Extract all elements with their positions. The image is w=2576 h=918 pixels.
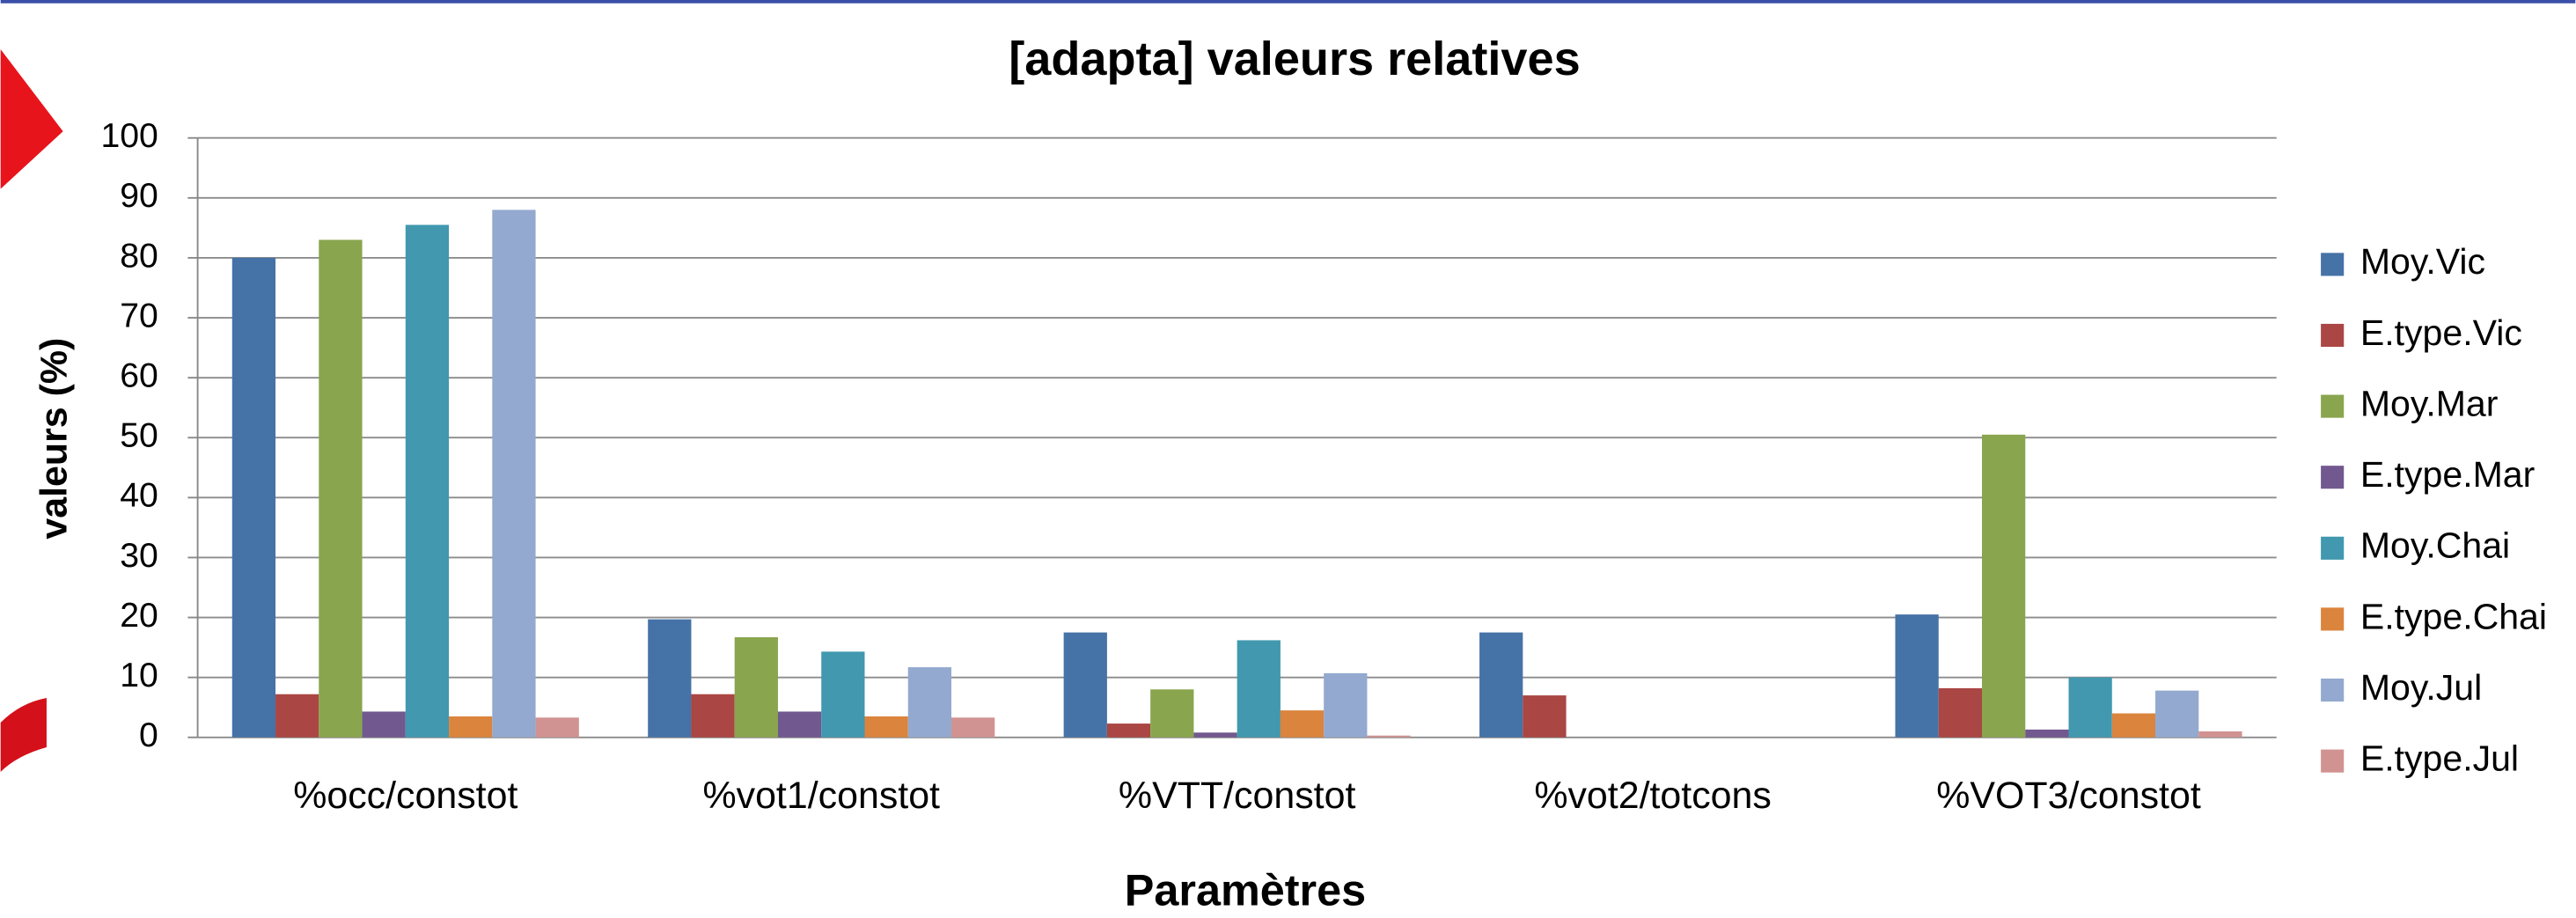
bar [1106,723,1151,738]
x-tick-label: %occ/constot [293,775,517,817]
legend-swatch [2321,678,2345,702]
bar [1367,735,1411,738]
x-tick-label: %VTT/constot [1119,775,1356,817]
x-tick-label: %vot2/totcons [1534,775,1772,817]
bar [405,224,450,738]
x-tick-label: %VOT3/constot [1936,775,2201,817]
legend-swatch [2321,749,2345,773]
y-tick-label: 50 [120,417,158,455]
bar [821,651,865,738]
bar [492,209,536,738]
y-tick-label: 60 [120,356,158,394]
bar [2198,731,2242,738]
y-tick-label: 100 [100,117,158,155]
bar [319,239,363,738]
bar [777,711,822,738]
legend-label: E.type.Mar [2360,454,2535,495]
legend-label: Moy.Mar [2360,383,2499,423]
y-tick-label: 90 [120,177,158,215]
legend-label: Moy.Chai [2360,525,2510,566]
legend-swatch [2321,607,2345,631]
bar [275,694,319,738]
y-tick-label: 40 [120,477,158,515]
bar [2155,690,2199,738]
bar [1193,732,1237,738]
y-tick-label: 80 [120,237,158,275]
legend-label: E.type.Chai [2360,596,2547,636]
bar [1938,687,1983,738]
legend-label: E.type.Jul [2360,738,2519,778]
bar [362,711,406,738]
bar [951,717,995,738]
bar [691,694,735,738]
bar [734,637,778,738]
y-axis-label: valeurs (%) [33,338,75,540]
bar [648,619,692,738]
bar [535,717,579,738]
bar [1895,614,1939,738]
bar [1237,640,1281,738]
decoration-arrow [0,48,63,189]
y-tick-label: 0 [139,716,158,754]
chart-title: [adapta] valeurs relatives [1009,33,1580,85]
bar [1523,695,1567,738]
bar [1982,434,2026,738]
bar [1150,689,1194,738]
legend-label: Moy.Jul [2360,667,2482,708]
legend-label: Moy.Vic [2360,241,2485,282]
legend-swatch [2321,323,2345,348]
bar [1324,672,1368,738]
bar [907,667,952,738]
legend-swatch [2321,466,2345,489]
bar [231,257,276,738]
bar [2025,729,2069,738]
bar [1479,632,1523,738]
bar [1063,632,1107,738]
x-tick-label: %vot1/constot [702,775,940,817]
x-axis-label: Paramètres [1125,864,1366,914]
y-tick-label: 30 [120,537,158,575]
y-tick-label: 70 [120,297,158,334]
decoration-arc [0,697,47,772]
bar [2068,677,2112,738]
legend-swatch [2321,253,2345,276]
y-tick-label: 10 [120,657,158,694]
bar [864,716,908,738]
legend-swatch [2321,536,2345,560]
legend-label: E.type.Vic [2360,312,2522,353]
bar [1280,710,1325,738]
bar [449,716,493,738]
y-tick-label: 20 [120,597,158,635]
legend-swatch [2321,394,2345,418]
bar [2111,713,2156,738]
